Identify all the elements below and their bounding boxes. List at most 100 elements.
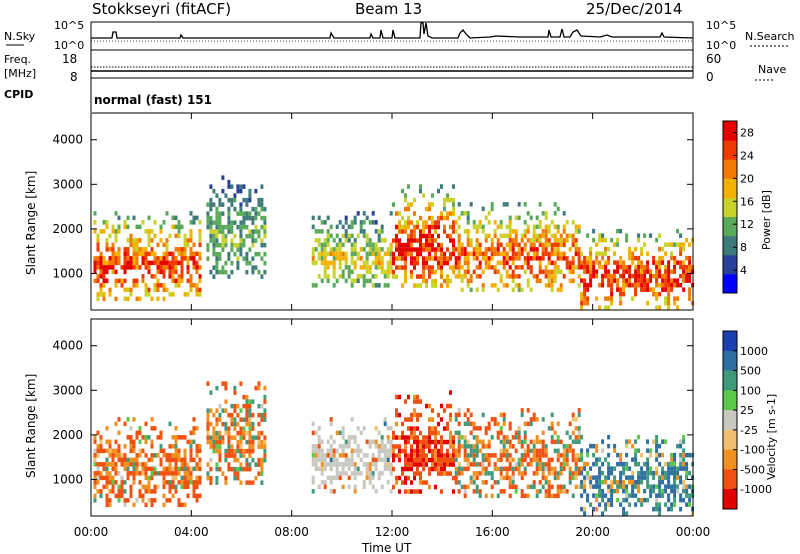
heatmap-cell	[156, 242, 160, 248]
heatmap-cell	[141, 247, 145, 252]
heatmap-cell	[365, 251, 369, 257]
heatmap-cell	[529, 287, 533, 293]
heatmap-cell	[365, 462, 369, 467]
heatmap-cell	[251, 444, 255, 449]
heatmap-cell	[586, 287, 590, 292]
heatmap-cell	[329, 417, 333, 422]
heatmap-cell	[371, 484, 375, 490]
heatmap-cell	[236, 247, 240, 252]
heatmap-cell	[138, 453, 142, 458]
heatmap-cell	[171, 484, 175, 490]
heatmap-cell	[625, 484, 629, 489]
heatmap-cell	[233, 193, 237, 198]
heatmap-cell	[123, 220, 127, 225]
heatmap-cell	[661, 452, 665, 458]
heatmap-cell	[595, 273, 599, 279]
heatmap-cell	[371, 283, 375, 288]
heatmap-cell	[132, 466, 136, 472]
heatmap-cell	[93, 498, 97, 503]
heatmap-cell	[206, 430, 210, 436]
heatmap-cell	[209, 202, 213, 207]
heatmap-cell	[260, 224, 264, 230]
heatmap-cell	[395, 444, 398, 449]
freq-tick-low: 8	[70, 70, 78, 84]
heatmap-cell	[547, 480, 551, 485]
heatmap-cell	[416, 238, 419, 243]
heatmap-cell	[547, 457, 551, 463]
heatmap-cell	[224, 475, 228, 481]
heatmap-cell	[625, 269, 629, 274]
heatmap-cell	[413, 430, 416, 436]
heatmap-cell	[416, 394, 419, 400]
heatmap-cell	[93, 278, 97, 284]
heatmap-cell	[616, 484, 620, 489]
heatmap-cell	[673, 479, 677, 485]
heatmap-cell	[544, 283, 548, 288]
heatmap-cell	[425, 457, 428, 463]
heatmap-cell	[410, 233, 413, 239]
heatmap-cell	[350, 224, 354, 230]
heatmap-cell	[177, 220, 181, 225]
heatmap-cell	[407, 220, 410, 225]
heatmap-cell	[362, 480, 366, 485]
heatmap-cell	[487, 457, 491, 463]
heatmap-cell	[245, 462, 249, 467]
heatmap-cell	[129, 435, 133, 440]
heatmap-cell	[422, 247, 425, 252]
colorbar-tick-label: -25	[740, 424, 758, 437]
heatmap-cell	[508, 493, 512, 499]
heatmap-cell	[478, 224, 482, 230]
heatmap-cell	[469, 251, 473, 257]
heatmap-cell	[580, 251, 584, 256]
heatmap-cell	[440, 260, 443, 266]
heatmap-cell	[580, 264, 584, 270]
colorbar-swatch	[723, 159, 737, 179]
heatmap-cell	[186, 493, 190, 499]
heatmap-cell	[221, 229, 225, 234]
heatmap-cell	[658, 291, 662, 297]
heatmap-cell	[425, 247, 428, 252]
heatmap-cell	[215, 260, 219, 266]
heatmap-cell	[655, 484, 659, 489]
heatmap-cell	[311, 453, 315, 458]
heatmap-cell	[478, 462, 482, 467]
heatmap-cell	[419, 247, 422, 252]
heatmap-cell	[434, 426, 437, 431]
heatmap-cell	[398, 211, 401, 216]
heatmap-cell	[353, 247, 357, 252]
heatmap-cell	[619, 296, 623, 301]
heatmap-cell	[478, 265, 482, 270]
heatmap-cell	[93, 471, 97, 476]
heatmap-cell	[685, 484, 689, 489]
heatmap-cell	[359, 457, 363, 463]
heatmap-cell	[239, 462, 243, 467]
heatmap-cell	[215, 211, 219, 216]
heatmap-cell	[457, 421, 461, 427]
heatmap-cell	[431, 202, 434, 207]
heatmap-cell	[523, 435, 527, 440]
heatmap-cell	[607, 305, 611, 310]
heatmap-cell	[183, 233, 187, 239]
heatmap-cell	[410, 462, 413, 467]
heatmap-cell	[168, 251, 172, 257]
heatmap-cell	[105, 238, 109, 243]
heatmap-cell	[610, 466, 614, 471]
heatmap-cell	[102, 274, 106, 279]
heatmap-cell	[192, 439, 196, 445]
heatmap-cell	[150, 471, 154, 476]
heatmap-cell	[144, 462, 148, 467]
heatmap-cell	[550, 484, 554, 490]
heatmap-cell	[147, 484, 151, 490]
heatmap-cell	[523, 220, 527, 225]
heatmap-cell	[541, 471, 545, 476]
heatmap-cell	[625, 466, 629, 471]
heatmap-cell	[538, 238, 542, 243]
heatmap-cell	[425, 238, 428, 243]
heatmap-cell	[344, 260, 348, 266]
heatmap-cell	[206, 439, 210, 445]
heatmap-cell	[171, 453, 175, 458]
heatmap-cell	[341, 435, 345, 440]
heatmap-cell	[511, 247, 515, 252]
colorbar-swatch	[723, 216, 737, 237]
